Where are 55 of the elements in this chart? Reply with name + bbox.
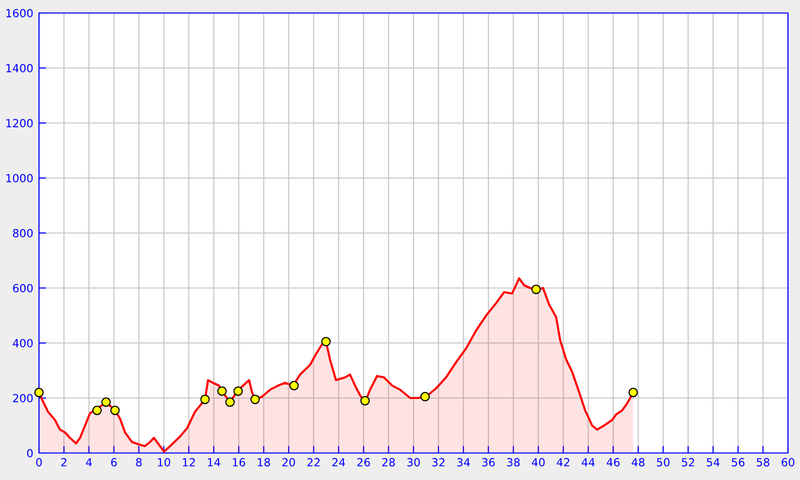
x-tick-label: 18 [258,458,270,466]
point [92,406,102,416]
x-tick-label: 14 [208,458,220,466]
x-tick-label: 22 [307,458,320,466]
x-tick-label: 38 [507,458,520,466]
point [225,397,235,407]
x-tick-label: 60 [782,458,794,466]
x-tick-label: 2 [61,458,66,466]
x-tick-label: 16 [232,458,246,466]
x-tick-label: 8 [136,458,142,466]
x-tick-label: 52 [682,458,694,466]
point [233,386,243,396]
x-tick-label: 40 [532,458,545,466]
y-tick-label: 400 [12,338,33,348]
point [101,397,111,407]
x-tick-label: 0 [36,458,42,466]
y-tick-label: 200 [13,394,33,402]
point [321,336,331,346]
y-tick-label: 600 [13,284,33,292]
point [34,388,44,398]
y-tick-label: 1200 [6,118,33,128]
point [110,406,120,416]
x-tick-label: 12 [182,458,195,466]
x-tick-label: 28 [382,458,395,466]
x-tick-label: 10 [158,458,170,466]
y-tick-label: 1000 [6,174,33,182]
y-tick-label: 800 [12,228,33,238]
point [360,396,370,406]
x-tick-label: 56 [732,458,744,466]
point [531,284,541,294]
x-tick-label: 30 [407,458,420,466]
x-tick-label: 48 [632,458,645,466]
y-tick-label: 1400 [6,64,33,72]
point [200,394,210,404]
x-tick-label: 58 [756,458,770,466]
y-tick-label: 1600 [6,8,33,18]
x-tick-label: 54 [706,458,720,466]
x-tick-label: 46 [606,458,620,466]
point [420,392,430,402]
x-tick-label: 26 [357,458,370,466]
x-tick-label: 36 [482,458,495,466]
x-tick-label: 6 [111,458,117,466]
x-tick-label: 24 [332,458,346,466]
point [217,386,227,396]
y-tick-label: 0 [27,448,33,458]
x-tick-label: 34 [457,458,470,466]
x-tick-label: 42 [556,458,570,466]
x-tick-label: 50 [656,458,670,466]
x-tick-label: 4 [86,458,92,466]
x-tick-label: 20 [282,458,295,466]
x-tick-label: 44 [582,458,595,466]
point [250,394,260,404]
x-tick-label: 32 [432,458,444,466]
point [628,388,638,398]
point [289,380,299,390]
